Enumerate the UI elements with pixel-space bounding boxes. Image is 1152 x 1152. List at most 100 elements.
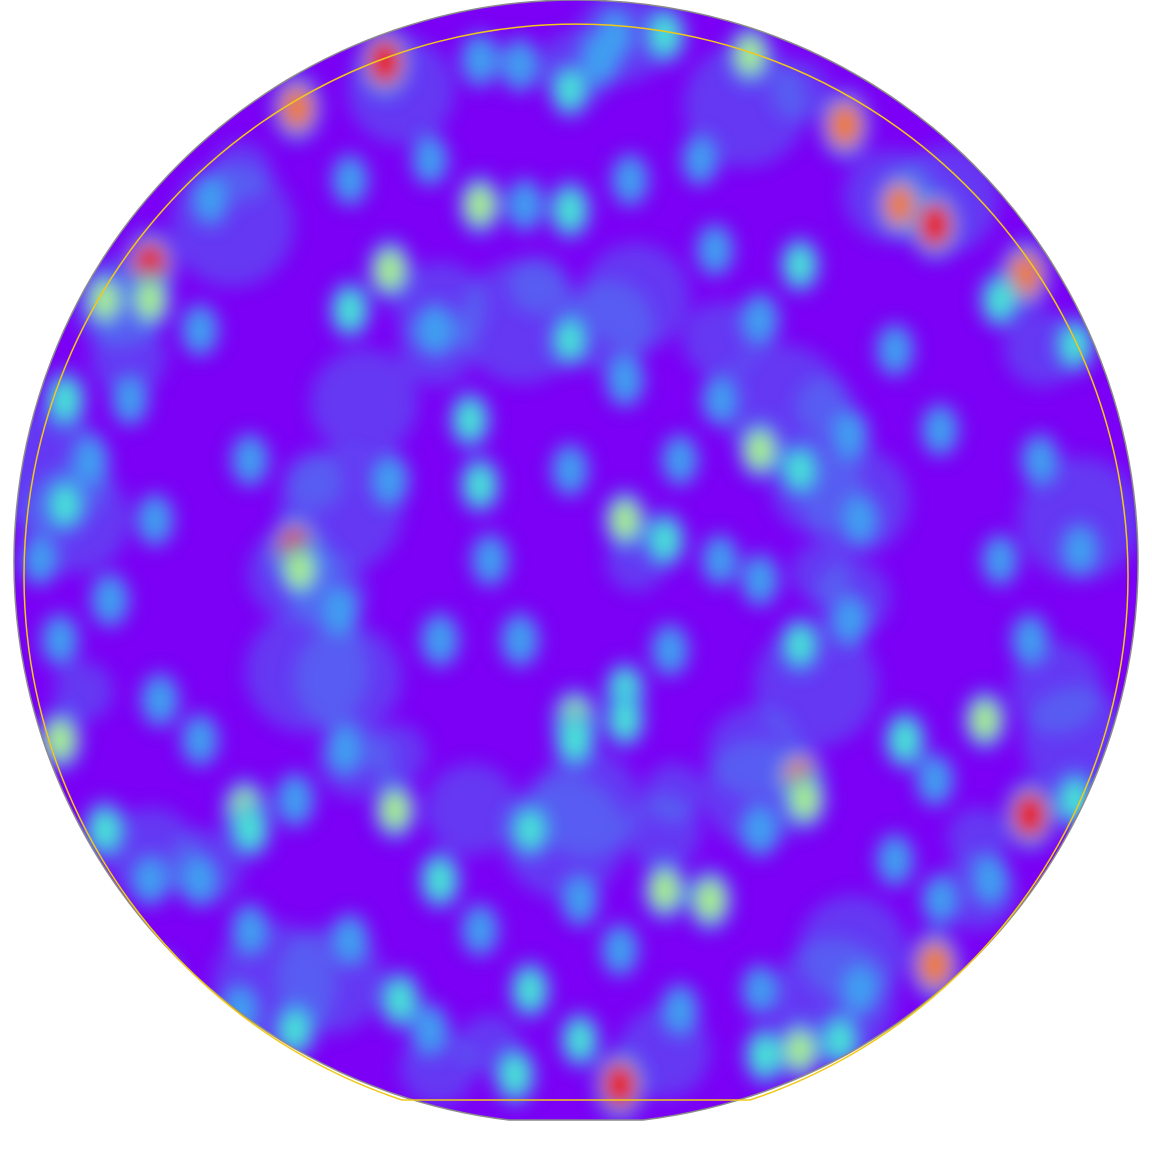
density-spot: [51, 381, 79, 419]
density-spot: [501, 1056, 529, 1094]
density-spot: [1062, 327, 1088, 363]
density-spot: [561, 721, 589, 759]
density-spot: [747, 813, 773, 847]
density-spot: [651, 16, 679, 54]
density-spot: [238, 913, 262, 947]
density-spot: [650, 870, 680, 910]
haze-blob: [798, 894, 907, 1003]
density-spot: [923, 763, 947, 797]
density-spot: [422, 313, 448, 347]
density-spot: [618, 163, 642, 197]
density-spot: [28, 544, 52, 576]
density-spot: [507, 623, 533, 657]
density-spot-core: [289, 97, 305, 119]
density-spot: [238, 443, 262, 477]
haze-blob: [643, 762, 704, 823]
haze-blob: [53, 661, 114, 722]
density-spot: [136, 281, 164, 319]
density-spot: [457, 402, 483, 438]
density-spot: [237, 812, 263, 848]
density-spot: [517, 972, 543, 1008]
density-spot: [138, 864, 162, 896]
density-spot: [418, 1013, 442, 1047]
density-spot: [695, 880, 725, 920]
wafer-outline: [13, 0, 1139, 1121]
density-spot: [198, 184, 222, 216]
density-spot: [91, 811, 119, 849]
density-spot: [838, 603, 862, 637]
haze-blob: [683, 43, 808, 168]
density-spot: [147, 683, 173, 717]
density-spot: [467, 467, 493, 503]
density-spot: [736, 36, 764, 74]
density-spot: [52, 487, 78, 523]
density-spot: [608, 933, 632, 967]
density-spot: [688, 144, 712, 176]
density-spot: [978, 863, 1002, 897]
density-spot: [381, 791, 409, 829]
density-spot: [467, 43, 493, 77]
density-spot: [1028, 443, 1052, 477]
density-spot: [338, 164, 362, 196]
density-spot: [668, 444, 692, 476]
density-spot: [118, 384, 142, 416]
haze-blob: [1018, 456, 1139, 581]
density-spot-core: [1017, 264, 1033, 286]
haze-blob: [947, 807, 1008, 868]
density-spot-halo: [141, 953, 179, 1007]
density-spot: [848, 973, 872, 1007]
density-spot: [748, 563, 772, 597]
density-spot: [883, 843, 907, 877]
density-spot: [418, 144, 442, 176]
haze-blob: [425, 763, 518, 856]
density-spot-core: [377, 51, 393, 73]
defect-density-layer: [14, 0, 1139, 1120]
density-spot: [791, 781, 819, 819]
density-spot: [517, 812, 543, 848]
density-spot: [513, 188, 537, 222]
density-spot: [603, 18, 627, 52]
density-spot: [148, 964, 172, 996]
density-spot: [228, 993, 252, 1027]
density-spot: [658, 633, 682, 667]
density-spot: [188, 313, 212, 347]
density-spot: [143, 503, 167, 537]
density-spot: [556, 191, 584, 229]
density-spot: [611, 501, 639, 539]
density-spot-core: [927, 214, 943, 236]
haze-blob: [294, 624, 403, 733]
density-spot: [188, 723, 212, 757]
density-spot: [848, 503, 872, 537]
haze-blob: [790, 542, 851, 603]
density-spot: [386, 981, 414, 1019]
density-spot-core: [837, 114, 853, 136]
density-spot: [787, 452, 813, 488]
density-spot: [466, 186, 494, 224]
density-spot: [478, 543, 502, 577]
density-spot: [286, 551, 314, 589]
haze-blob: [310, 348, 419, 457]
density-spot: [612, 363, 638, 397]
haze-blob: [90, 319, 167, 396]
density-spot: [987, 282, 1013, 318]
density-spot: [375, 250, 405, 290]
wafer-body: [14, 0, 1139, 1120]
density-spot: [988, 544, 1012, 576]
density-spot: [97, 583, 123, 617]
density-spot: [827, 1022, 853, 1058]
density-spot: [891, 721, 919, 759]
density-spot: [507, 48, 533, 82]
density-spot: [426, 861, 454, 899]
density-spot: [668, 993, 692, 1027]
density-spot: [328, 593, 352, 627]
density-spot: [652, 522, 678, 558]
density-spot: [787, 627, 813, 663]
density-spot: [971, 701, 999, 739]
density-spot: [928, 884, 952, 916]
density-spot: [338, 923, 362, 957]
density-spot: [48, 623, 72, 657]
haze-blob: [682, 301, 759, 378]
density-spot: [883, 333, 907, 367]
density-spot: [838, 418, 862, 452]
